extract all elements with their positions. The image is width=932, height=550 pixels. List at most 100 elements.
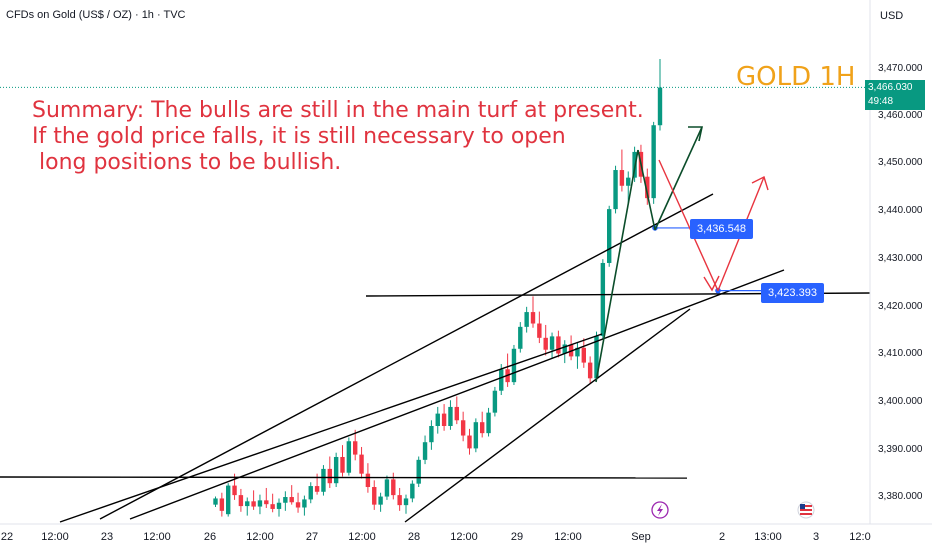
- candle-body: [264, 500, 269, 505]
- candle: [308, 482, 313, 504]
- candle-body: [353, 441, 358, 455]
- candle-body: [543, 337, 548, 350]
- y-tick-label: 3,390.000: [878, 444, 923, 455]
- candle: [645, 168, 650, 205]
- candle: [245, 497, 250, 516]
- candle-body: [600, 262, 606, 336]
- y-tick-label: 3,380.000: [878, 491, 923, 502]
- green-path-segment: [595, 149, 639, 383]
- candle: [581, 338, 586, 368]
- candle-body: [549, 336, 555, 350]
- candle-body: [454, 406, 459, 421]
- candle-body: [556, 336, 561, 354]
- candle-body: [581, 347, 586, 363]
- candle: [429, 420, 434, 450]
- candle: [524, 306, 529, 333]
- candle: [276, 498, 282, 517]
- x-tick-label: 29: [510, 531, 524, 543]
- candle-body: [473, 422, 479, 449]
- candle-body: [276, 502, 282, 509]
- x-tick-label: 12:00: [143, 531, 171, 543]
- candle: [657, 58, 663, 131]
- candle-body: [397, 495, 402, 506]
- candle-body: [321, 468, 326, 492]
- candle-body: [391, 479, 396, 496]
- candle: [556, 330, 561, 358]
- y-tick-label: 3,470.000: [878, 63, 923, 74]
- candle: [626, 171, 631, 204]
- candle-body: [213, 498, 218, 505]
- candle-body: [480, 422, 485, 434]
- candle: [340, 445, 345, 477]
- candle: [594, 331, 599, 382]
- candle-body: [613, 170, 618, 210]
- candle: [575, 342, 580, 369]
- candle-body: [232, 485, 237, 496]
- last-price-value: 3,466.030: [868, 82, 913, 93]
- candle-body: [651, 125, 656, 199]
- x-tick-label: 3: [812, 531, 820, 543]
- summary-line-3: long positions to be bullish.: [32, 150, 342, 175]
- candle: [359, 446, 364, 479]
- candle: [302, 495, 307, 516]
- currency-selector[interactable]: USD: [880, 10, 904, 22]
- candle: [651, 121, 656, 204]
- middle-trend-line: [129, 269, 785, 520]
- candle-body: [448, 406, 453, 426]
- candle-body: [314, 486, 320, 492]
- candle-body: [219, 498, 225, 511]
- candle-body: [492, 390, 498, 413]
- candle-body: [619, 170, 625, 186]
- candle-body: [587, 362, 593, 379]
- candle-body: [384, 479, 390, 497]
- candle: [480, 411, 485, 438]
- green-path-segment: [654, 126, 703, 231]
- red-arrow-head: [703, 275, 720, 292]
- candle-body: [365, 473, 371, 488]
- x-tick-label: 12:00: [554, 531, 582, 543]
- candle-body: [289, 497, 294, 503]
- x-tick-label: 12:00: [41, 531, 69, 543]
- bar-countdown: 49:48: [868, 96, 894, 107]
- flag-stripe: [800, 505, 812, 507]
- lower-trend-line: [404, 308, 691, 523]
- candle: [333, 452, 339, 488]
- x-tick-label: 28: [407, 531, 421, 543]
- candle-body: [340, 456, 345, 473]
- candle: [270, 493, 275, 513]
- candle-body: [422, 442, 428, 460]
- candle-body: [518, 326, 523, 349]
- flag-stripe: [800, 513, 812, 515]
- candle-body: [403, 498, 409, 506]
- candle: [537, 311, 542, 344]
- x-tick-label: 22: [0, 531, 14, 543]
- x-tick-label: 12:00: [348, 531, 376, 543]
- candle: [384, 475, 390, 500]
- y-tick-label: 3,440.000: [878, 205, 923, 216]
- candle-body: [645, 176, 650, 199]
- candle-body: [435, 413, 440, 426]
- candle-body: [499, 369, 504, 391]
- x-tick-label: 12:00: [450, 531, 478, 543]
- level-callout-lower[interactable]: 3,423.393: [761, 283, 824, 303]
- candle-body: [416, 459, 421, 484]
- flag-stripe: [800, 509, 812, 511]
- candle-body: [283, 497, 288, 503]
- candle: [397, 487, 402, 511]
- candle-body: [372, 487, 377, 505]
- candle: [518, 322, 523, 353]
- candle: [619, 149, 625, 192]
- base-trend-line: [59, 333, 603, 523]
- candle-body: [626, 177, 631, 186]
- candle: [448, 400, 453, 430]
- candle-body: [594, 335, 599, 379]
- candle: [372, 480, 377, 510]
- candle: [283, 491, 288, 511]
- x-tick-label: 2: [718, 531, 726, 543]
- candle-body: [562, 344, 567, 354]
- level-callout-upper[interactable]: 3,436.548: [690, 219, 753, 239]
- candle: [486, 407, 491, 437]
- candle: [353, 429, 358, 461]
